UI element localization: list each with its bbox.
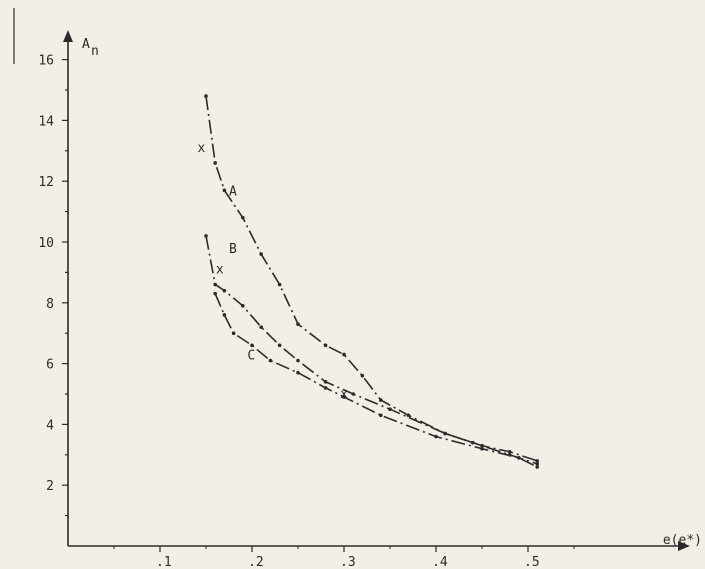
- data-point-b: [480, 443, 484, 448]
- data-point-b: [277, 343, 282, 348]
- data-point-b: [323, 380, 328, 384]
- y-tick-label: 2: [46, 479, 54, 494]
- data-point-b: [507, 449, 512, 454]
- data-point-b: [222, 288, 227, 293]
- data-point-c: [222, 313, 227, 317]
- y-tick-label: 16: [38, 54, 54, 69]
- x-tick-label: .2: [248, 555, 264, 569]
- data-point-a: [342, 352, 346, 357]
- curve-label-a: A: [229, 184, 237, 199]
- data-point-c: [379, 413, 383, 418]
- series-group: [204, 94, 539, 469]
- x-axis-arrow: [678, 541, 690, 551]
- y-axis-title: A: [82, 37, 90, 52]
- data-point-c: [434, 434, 438, 439]
- x-tick-label: .4: [432, 555, 448, 569]
- data-point-b: [351, 392, 356, 396]
- data-point-a: [406, 413, 411, 418]
- y-tick-label: 8: [46, 297, 54, 312]
- data-point-c: [535, 465, 539, 469]
- data-point-c: [250, 343, 254, 348]
- data-point-a: [277, 282, 282, 287]
- x-marker: x: [216, 262, 224, 277]
- data-point-a: [222, 188, 227, 193]
- data-point-a: [204, 94, 208, 98]
- data-point-c: [213, 291, 217, 296]
- y-tick-label: 14: [38, 114, 54, 129]
- data-point-b: [535, 459, 539, 463]
- series-line-a: [205, 95, 538, 465]
- x-tick-label: .5: [524, 555, 540, 569]
- x-tick-label: .3: [340, 555, 356, 569]
- data-point-c: [323, 386, 328, 390]
- data-point-c: [480, 446, 484, 451]
- y-tick-label: 4: [46, 418, 54, 433]
- data-point-a: [296, 322, 300, 326]
- axes: 2 4 6 8 10 12 14 16 .1 .2 .3 .4 .5 A n e(e*): [13, 8, 702, 569]
- data-point-c: [342, 395, 346, 399]
- data-point-a: [323, 343, 328, 348]
- y-tick-label: 10: [38, 236, 54, 251]
- curve-label-c: C: [247, 348, 255, 363]
- data-point-a: [213, 161, 217, 165]
- data-point-c: [296, 370, 300, 375]
- data-point-b: [388, 407, 392, 412]
- y-tick-label: 6: [46, 358, 54, 373]
- data-point-b: [241, 304, 245, 308]
- data-point-c: [268, 358, 273, 363]
- y-axis-arrow: [63, 30, 73, 42]
- data-point-b: [259, 325, 264, 329]
- x-marker: x: [340, 387, 348, 402]
- data-point-a: [535, 462, 539, 466]
- data-point-c: [517, 456, 521, 460]
- series-line-b: [205, 235, 538, 462]
- curve-label-b: B: [229, 242, 237, 257]
- y-tick-label: 12: [38, 175, 54, 190]
- y-axis-title-subscript: n: [91, 44, 99, 59]
- x-tick-label: .1: [156, 555, 172, 569]
- data-point-b: [443, 431, 448, 436]
- data-point-b: [213, 282, 217, 287]
- data-point-a: [241, 215, 245, 220]
- data-point-b: [296, 358, 300, 363]
- data-point-b: [204, 234, 208, 238]
- x-marker: x: [197, 141, 205, 156]
- data-point-a: [360, 373, 365, 378]
- x-axis-title: e(e*): [663, 533, 702, 548]
- data-point-c: [231, 331, 236, 336]
- marker-group: x x x: [197, 141, 348, 402]
- series-line-c: [214, 293, 538, 468]
- label-group: A B C: [229, 184, 255, 363]
- data-point-a: [379, 398, 383, 402]
- data-point-a: [259, 252, 264, 256]
